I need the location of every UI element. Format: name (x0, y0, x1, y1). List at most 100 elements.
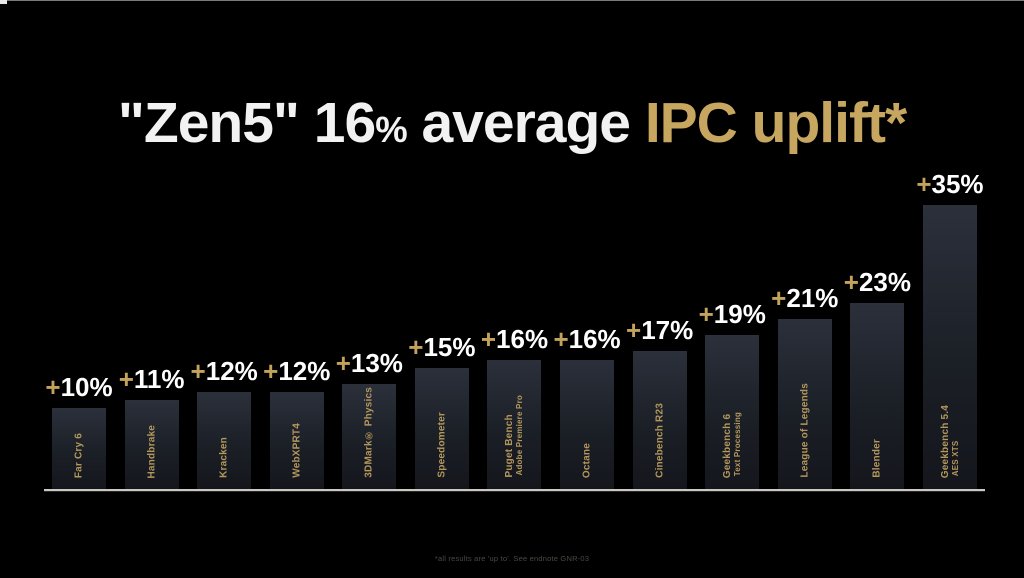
plus-sign: + (45, 372, 61, 403)
bar-group: +16% Octane (553, 325, 621, 490)
bar-value: 16% (568, 324, 621, 355)
bar-label: Far Cry 6 (74, 433, 85, 478)
bar-value-label: +21% (771, 284, 838, 313)
bar-value: 16% (496, 324, 549, 355)
bar: Geekbench 5.4 AES XTS (922, 205, 977, 490)
bar-group: +12% Kracken (191, 357, 258, 490)
bar-group: +11% Handbrake (119, 365, 184, 490)
bar-label-line1: Far Cry 6 (73, 432, 85, 478)
bar-label: Blender (872, 439, 883, 478)
bar-label: Geekbench 6 Text Processing (722, 412, 742, 478)
bar: Puget Bench Adobe Premiere Pro (487, 360, 542, 490)
plus-sign: + (771, 283, 787, 314)
bar-label-line1: Speedometer (436, 412, 448, 478)
bar-label-line2: Text Processing (733, 411, 743, 476)
plus-sign: + (916, 169, 932, 200)
bar-value-label: +10% (45, 373, 112, 402)
slide-title: "Zen5" 16% average IPC uplift* (0, 90, 1024, 156)
plus-sign: + (263, 356, 279, 387)
bar-label: League of Legends (799, 383, 810, 478)
bar-value-label: +11% (119, 365, 185, 394)
top-edge-line (0, 0, 1024, 1)
plus-sign: + (408, 332, 424, 363)
plus-sign: + (626, 315, 642, 346)
bar-value: 35% (931, 169, 984, 200)
bar-value-label: +13% (336, 349, 403, 378)
bar-value-label: +12% (263, 357, 330, 386)
bar-value-label: +17% (626, 316, 693, 345)
bar-label-line1: WebXPRT4 (291, 423, 303, 478)
bar-value: 23% (858, 267, 911, 298)
bar-value: 19% (713, 299, 766, 330)
bar-value: 15% (423, 332, 476, 363)
bar-chart: +10% Far Cry 6 +11% Handbrake +12% Krack… (45, 163, 984, 490)
bar-label: Geekbench 5.4 AES XTS (940, 405, 960, 478)
bar-label-line1: Geekbench 5.4 (939, 404, 951, 478)
bar-label: Kracken (219, 437, 230, 478)
bar-group: +16% Puget Bench Adobe Premiere Pro (481, 325, 548, 490)
plus-sign: + (698, 299, 714, 330)
bar-value: 13% (350, 348, 403, 379)
bar-label-line1: Handbrake (146, 424, 158, 479)
title-accent: IPC uplift* (644, 91, 907, 156)
bar-group: +12% WebXPRT4 (263, 357, 330, 490)
bar-label-line2: AES XTS (950, 440, 960, 476)
plus-sign: + (480, 324, 497, 355)
bar-label-line1: League of Legends (799, 383, 811, 478)
title-percent-sign: % (375, 109, 407, 151)
plus-sign: + (335, 348, 351, 379)
bar-label-line1: Kracken (218, 437, 230, 478)
bar-label: WebXPRT4 (291, 423, 302, 478)
bar-label-line2: Adobe Premiere Pro (515, 395, 525, 476)
bar-value: 12% (205, 356, 258, 387)
bar-label-line1: Octane (581, 442, 593, 478)
bar-value: 17% (641, 315, 694, 346)
bar-label-line1: Cinebench R23 (654, 403, 666, 478)
footnote: *all results are 'up to'. See endnote GN… (434, 554, 590, 563)
bar-label: Speedometer (436, 412, 447, 478)
bar-value-label: +12% (191, 357, 258, 386)
bar: Speedometer (414, 368, 469, 490)
bar-value: 21% (786, 283, 839, 314)
bar-label-line1: Puget Bench (504, 414, 516, 478)
bar: Kracken (197, 392, 252, 490)
bar-label: Handbrake (146, 425, 157, 479)
bar: Handbrake (124, 400, 179, 490)
bar-value-label: +35% (916, 170, 983, 199)
bar: Blender (850, 303, 905, 490)
bar-value-label: +16% (553, 325, 620, 354)
plus-sign: + (118, 364, 134, 395)
bar-value-label: +16% (481, 325, 548, 354)
bar-group: +23% Blender (844, 268, 911, 490)
bar: 3DMark® Physics (342, 384, 397, 490)
bar: Far Cry 6 (52, 408, 106, 490)
bar-label-line1: Blender (871, 439, 883, 478)
bar: WebXPRT4 (269, 392, 324, 490)
bar-group: +13% 3DMark® Physics (336, 349, 403, 490)
bar: Geekbench 6 Text Processing (705, 335, 760, 490)
chart-baseline (44, 489, 985, 491)
title-prefix: "Zen5" 16 (117, 91, 376, 156)
plus-sign: + (553, 324, 569, 355)
bar-group: +19% Geekbench 6 Text Processing (699, 300, 766, 490)
bar-value: 12% (278, 356, 331, 387)
bar-value: 11% (133, 364, 185, 395)
bar-value: 10% (60, 372, 113, 403)
plus-sign: + (190, 356, 206, 387)
bar-group: +21% League of Legends (771, 284, 838, 490)
corner-artifact (0, 0, 7, 4)
bar-label-line1: Geekbench 6 (722, 413, 734, 478)
bar-group: +15% Speedometer (408, 333, 476, 490)
bar-label: Octane (582, 443, 593, 478)
bar: Cinebench R23 (632, 351, 687, 490)
bar-label: Puget Bench Adobe Premiere Pro (504, 395, 524, 478)
bar-label: 3DMark® Physics (364, 387, 375, 478)
bar-value-label: +19% (699, 300, 766, 329)
bar-label-line1: 3DMark® Physics (363, 387, 375, 478)
bar-value-label: +15% (408, 333, 475, 362)
plus-sign: + (843, 267, 859, 298)
bar: Octane (560, 360, 615, 490)
bar-group: +17% Cinebench R23 (626, 316, 693, 490)
bar-group: +35% Geekbench 5.4 AES XTS (916, 170, 984, 490)
bar-label: Cinebench R23 (654, 403, 665, 478)
